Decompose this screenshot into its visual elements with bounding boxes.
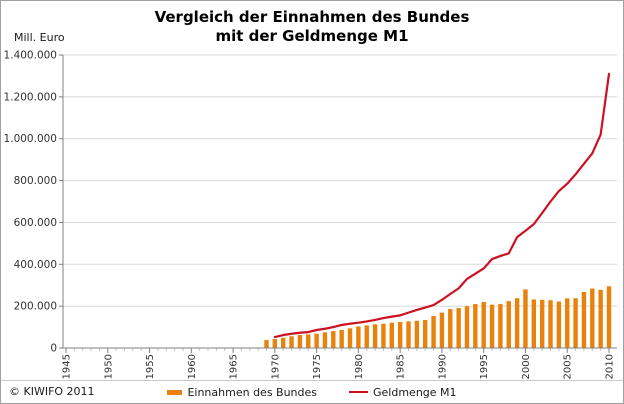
x-tick-label: 2010 (605, 354, 616, 379)
x-tick-label: 1980 (354, 354, 365, 379)
x-tick-label: 1995 (479, 354, 490, 379)
y-axis-unit-label: Mill. Euro (14, 31, 65, 44)
revenue-bar (531, 299, 537, 348)
revenue-bar (590, 288, 595, 348)
chart-title: Vergleich der Einnahmen des Bundes mit d… (1, 8, 623, 46)
revenue-bar (281, 337, 286, 348)
y-tick-label: 0 (50, 343, 57, 355)
revenue-bar (356, 326, 361, 348)
revenue-bar (272, 339, 278, 348)
revenue-bar (548, 300, 553, 348)
y-tick-label: 200.000 (14, 301, 57, 313)
revenue-bar (322, 332, 328, 348)
revenue-bar (289, 336, 294, 348)
chart-title-line2: mit der Geldmenge M1 (215, 27, 409, 45)
revenue-bar (481, 301, 486, 348)
revenue-bar (514, 298, 520, 348)
y-tick-label: 800.000 (14, 175, 57, 187)
revenue-bar (573, 298, 578, 348)
y-tick-label: 400.000 (14, 259, 57, 271)
legend-item-einnahmen: Einnahmen des Bundes (167, 386, 317, 399)
revenue-bar (581, 291, 587, 348)
revenue-bar (498, 304, 503, 348)
y-tick-label: 600.000 (14, 217, 57, 229)
x-tick-label: 1945 (62, 354, 73, 379)
revenue-bar (381, 323, 386, 348)
revenue-bar (372, 324, 378, 348)
legend-item-geldmenge: Geldmenge M1 (349, 386, 457, 399)
revenue-bar (464, 306, 470, 348)
chart-title-line1: Vergleich der Einnahmen des Bundes (154, 8, 470, 26)
copyright-label: © KIWIFO 2011 (9, 385, 95, 398)
y-tick-label: 1.400.000 (4, 50, 57, 62)
revenue-bar (506, 301, 511, 348)
revenue-bar (264, 340, 269, 348)
revenue-bar (423, 319, 428, 348)
revenue-bar (414, 320, 420, 348)
legend-label-einnahmen: Einnahmen des Bundes (187, 385, 318, 399)
revenue-bar (539, 299, 545, 348)
bar-series-swatch (167, 389, 183, 395)
revenue-bar (364, 325, 369, 348)
legend: Einnahmen des Bundes Geldmenge M1 (1, 383, 623, 401)
x-tick-label: 2005 (563, 354, 574, 379)
line-series-swatch (349, 391, 369, 393)
x-tick-label: 1955 (145, 354, 156, 379)
revenue-bar (556, 301, 562, 348)
revenue-bar (397, 322, 403, 348)
y-tick-label: 1.000.000 (4, 133, 57, 145)
revenue-bar (389, 322, 394, 348)
revenue-bar (565, 298, 570, 348)
revenue-bar (473, 304, 478, 348)
footer-divider (1, 380, 623, 381)
y-tick-label: 1.200.000 (4, 91, 57, 103)
y-axis: 0 200.000 400.000 600.000 800.000 1.000.000 1.… (4, 50, 63, 355)
x-tick-label: 2000 (521, 354, 532, 379)
revenue-bar (297, 335, 303, 348)
revenue-bar (489, 304, 495, 348)
revenue-bar (431, 315, 436, 348)
gridlines (63, 54, 617, 307)
revenue-bar (439, 312, 445, 348)
revenue-bar (347, 328, 353, 348)
x-axis: 1945 1950 1955 1960 1965 1970 1975 1980 1985 1990… (62, 348, 616, 379)
revenue-bar (448, 309, 453, 348)
revenue-bar (523, 289, 528, 348)
bar-series (264, 286, 612, 348)
revenue-bar (339, 330, 344, 348)
revenue-bar (331, 331, 336, 348)
x-tick-label: 1970 (270, 354, 281, 379)
revenue-bar (456, 308, 461, 348)
revenue-bar (314, 333, 319, 348)
revenue-bar (406, 321, 411, 348)
x-tick-label: 1950 (103, 354, 114, 379)
x-tick-label: 1960 (187, 354, 198, 379)
legend-label-geldmenge: Geldmenge M1 (373, 385, 457, 399)
x-tick-label: 1965 (229, 354, 240, 379)
m1-line (273, 72, 611, 339)
x-tick-label: 1975 (312, 354, 323, 379)
revenue-bar (606, 286, 612, 348)
x-tick-label: 1985 (396, 354, 407, 379)
revenue-bar (598, 289, 603, 348)
revenue-bar (306, 334, 311, 348)
x-tick-label: 1990 (437, 354, 448, 379)
